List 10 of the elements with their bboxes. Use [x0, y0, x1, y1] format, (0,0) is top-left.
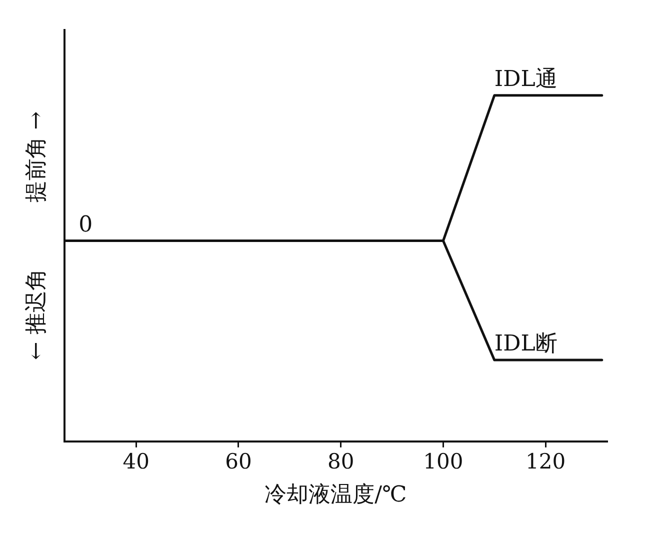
x-tick-label: 80	[327, 449, 354, 474]
y-axis-title: ← 推迟角 提前角 →	[24, 111, 49, 360]
annotation: 0	[78, 212, 93, 238]
x-tick-label: 40	[122, 449, 150, 474]
x-tick-label: 100	[423, 449, 464, 474]
x-axis-title: 冷却液温度/℃	[264, 482, 407, 508]
x-tick-label: 120	[526, 449, 566, 474]
x-tick-label: 60	[225, 449, 252, 474]
series-label: IDL通	[494, 67, 558, 92]
series-label: IDL断	[494, 332, 558, 357]
